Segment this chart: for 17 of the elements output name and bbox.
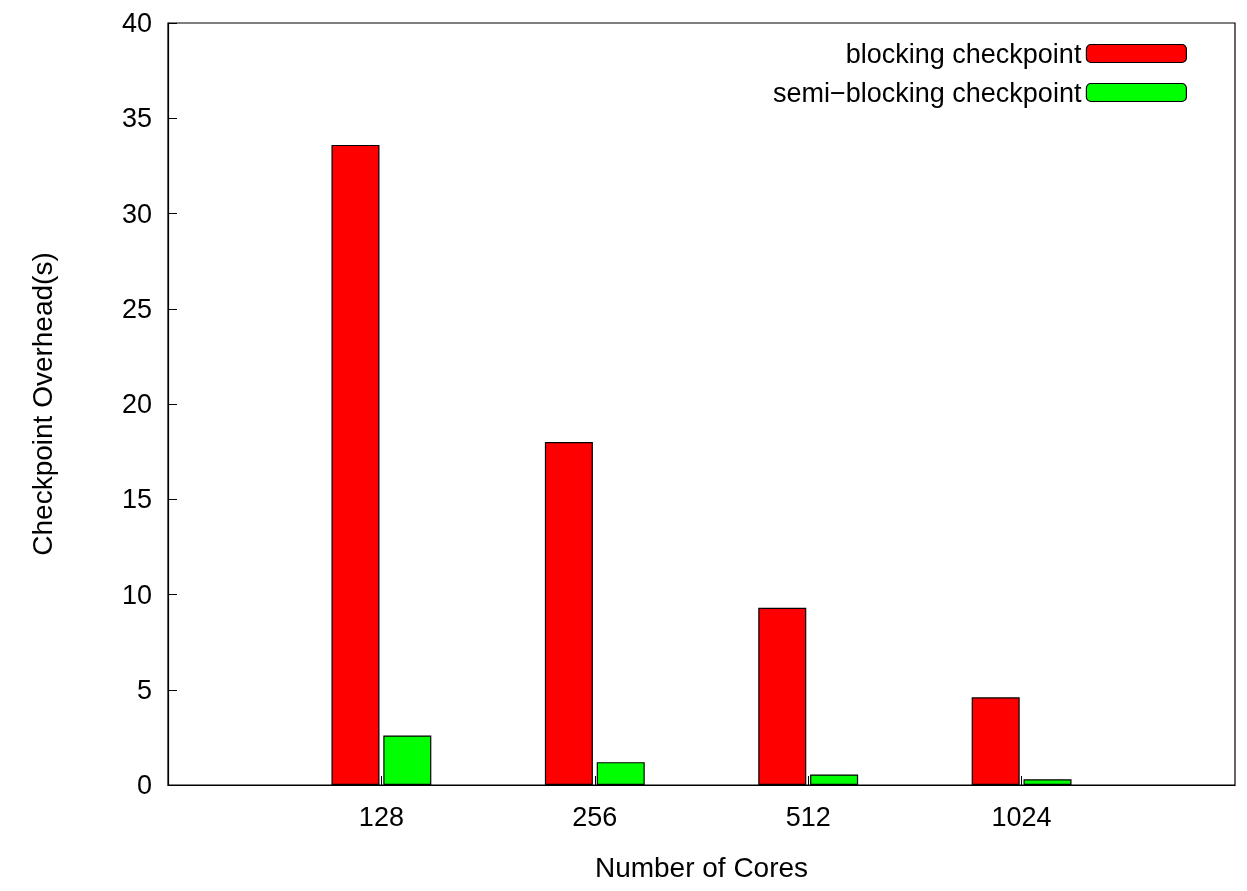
y-axis-title: Checkpoint Overhead(s) (26, 252, 58, 556)
x-axis-title: Number of Cores (594, 851, 809, 883)
y-tick-label: 30 (121, 198, 152, 229)
y-tick-label: 25 (121, 293, 152, 324)
legend-label: blocking checkpoint (845, 38, 1082, 69)
x-tick-label: 256 (572, 801, 618, 832)
y-tick-label: 0 (136, 770, 152, 800)
y-tick-label: 20 (121, 389, 152, 419)
legend-label: semi−blocking checkpoint (772, 77, 1082, 108)
y-tick-label: 40 (121, 8, 152, 38)
y-tick-label: 5 (136, 674, 152, 705)
y-tick-label: 10 (121, 579, 152, 610)
x-tick-label: 1024 (991, 801, 1052, 832)
y-tick-label: 35 (121, 103, 152, 134)
x-tick-label: 512 (785, 801, 831, 832)
x-tick-label: 128 (358, 801, 404, 832)
y-tick-label: 15 (121, 484, 152, 515)
